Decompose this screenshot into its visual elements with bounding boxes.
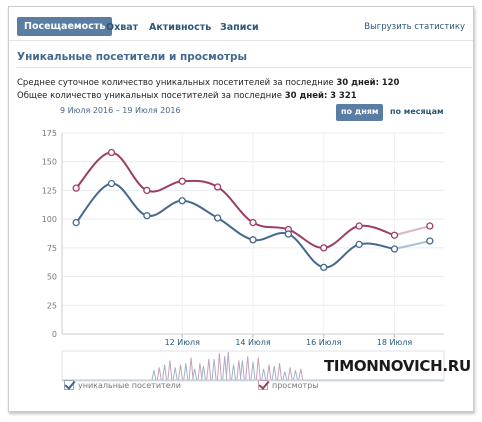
navigator-spike [156,367,162,381]
data-point-visitors [72,218,80,227]
total-stat-period: 30 дней: [284,91,328,101]
y-tick-label: 50 [47,273,57,282]
navigator-spike [231,364,237,381]
checkbox-checked-icon[interactable] [64,380,74,390]
navigator-spike [216,353,222,381]
navigator-spike [167,360,173,381]
data-point-views [390,231,399,239]
y-tick-label: 150 [42,158,57,167]
data-point-views [249,218,257,227]
navigator-spike [225,351,231,381]
daily-visitors-stat: Среднее суточное количество уникальных п… [17,78,399,88]
date-range[interactable]: 9 Июля 2016 – 19 Июля 2016 [60,106,181,115]
by-month-button[interactable]: по месяцам [390,107,444,116]
section-divider [17,67,472,68]
data-point-visitors [213,214,222,222]
x-tick-label: 18 Июля [377,338,413,347]
daily-stat-period: 30 дней: [336,78,379,88]
tab-activity[interactable]: Активность [149,22,212,33]
navigator-spike [192,368,198,381]
by-day-button[interactable]: по дням [336,104,384,121]
navigator-spike [282,371,288,381]
daily-stat-label: Среднее суточное количество уникальных п… [17,78,334,88]
y-tick-label: 0 [52,330,57,339]
data-point-views [143,186,151,195]
data-point-views [72,184,80,192]
tab-bar: Посещаемость Охват Активность Записи Выг… [9,7,473,41]
data-point-views [320,244,328,252]
data-point-visitors [390,245,399,253]
navigator-spike [211,358,217,381]
total-visitors-stat: Общее количество уникальных посетителей … [17,91,357,101]
navigator-spike [245,356,251,381]
data-point-visitors [284,230,293,238]
navigator-spike [298,368,304,381]
data-point-visitors [426,237,434,245]
navigator-spike [271,365,277,381]
series-line-views [75,151,395,249]
data-point-visitors [143,212,151,220]
y-tick-label: 75 [47,244,57,253]
data-point-views [426,222,434,230]
series-line-forecast-views [394,225,431,237]
series-line-visitors [75,182,395,269]
watermark-text: TIMONNOVICH.RU [324,357,471,375]
data-point-views [213,183,222,191]
total-stat-label: Общее количество уникальных посетителей … [17,91,282,101]
data-point-views [355,222,363,230]
data-point-views [178,177,186,185]
navigator-spike [188,357,194,381]
navigator-spike [222,356,228,381]
navigator-spike [177,364,183,381]
section-title: Уникальные посетители и просмотры [17,51,248,63]
navigator-spike [200,365,206,381]
export-stats-link[interactable]: Выгрузить статистику [364,22,465,32]
navigator-spike [261,368,267,381]
navigator-spike [197,363,203,381]
y-tick-label: 175 [42,129,57,138]
y-tick-label: 25 [47,301,57,310]
data-point-visitors [178,197,186,205]
navigator-spike [277,363,283,381]
y-tick-label: 125 [42,186,57,195]
legend-views-label: просмотры [272,381,319,390]
tab-reach[interactable]: Охват [106,22,139,33]
navigator-spike [239,360,245,381]
navigator-spike [287,367,293,381]
navigator-spike [172,367,178,381]
navigator-spike [183,363,189,381]
data-point-visitors [249,236,257,244]
data-point-visitors [355,240,363,249]
navigator-spike [236,360,242,381]
navigator-spike [250,361,256,381]
navigator-spike [151,370,157,381]
x-tick-label: 12 Июля [165,338,201,347]
legend-visitors-label: уникальные посетители [78,381,181,390]
y-tick-label: 100 [42,215,57,224]
total-stat-value: 3 321 [330,91,357,101]
navigator-spike [266,364,272,381]
data-point-visitors [320,263,328,272]
daily-stat-value: 120 [381,78,400,88]
tab-attendance[interactable]: Посещаемость [17,17,113,36]
navigator-spike [255,357,261,381]
x-tick-label: 16 Июля [306,338,342,347]
data-point-views [107,148,116,157]
tab-posts[interactable]: Записи [220,22,259,33]
x-tick-label: 14 Июля [235,338,271,347]
navigator-spike [206,358,212,381]
checkbox-checked-icon[interactable] [258,380,268,390]
legend-visitors[interactable]: уникальные посетители [64,380,181,390]
navigator-spike [292,370,298,381]
data-point-visitors [107,179,116,188]
navigator-spike [162,364,168,381]
legend-views[interactable]: просмотры [258,380,319,390]
